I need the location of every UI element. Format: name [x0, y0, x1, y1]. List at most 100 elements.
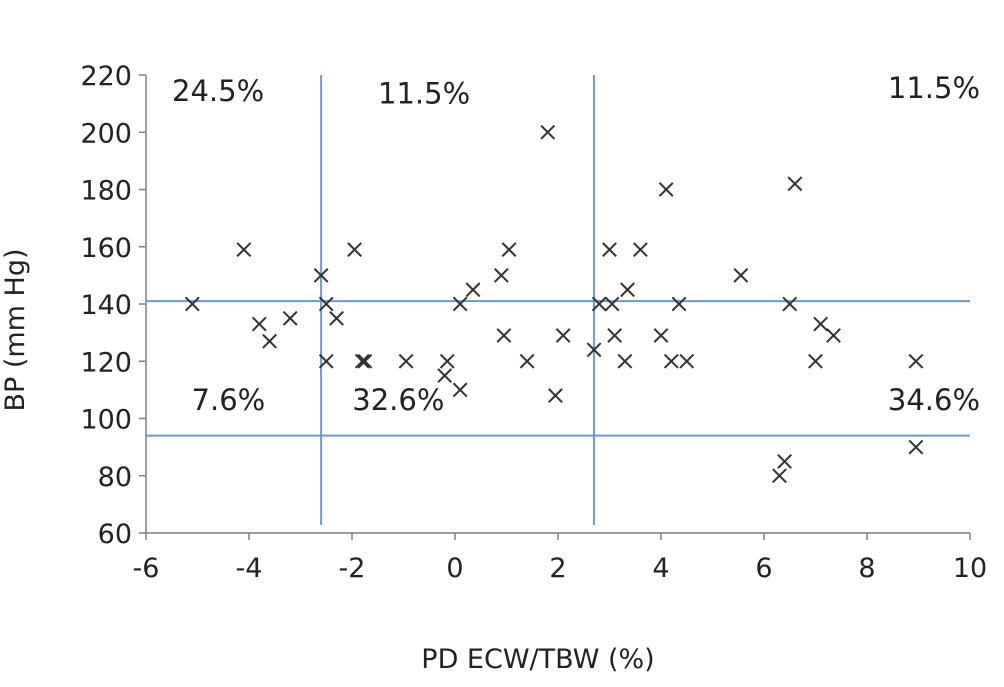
- data-point-stroke: [452, 296, 468, 312]
- data-point: [679, 353, 695, 369]
- quadrant-percentage-label: 11.5%: [378, 77, 470, 111]
- data-point: [519, 353, 535, 369]
- data-point: [908, 439, 924, 455]
- x-tick-label: 4: [652, 553, 669, 584]
- data-point: [908, 353, 924, 369]
- data-point: [262, 333, 278, 349]
- data-point: [398, 353, 414, 369]
- data-point: [658, 182, 674, 197]
- data-point-stroke: [318, 296, 334, 312]
- data-point: [808, 353, 823, 369]
- data-point: [782, 296, 798, 312]
- data-point: [347, 242, 362, 258]
- data-point: [733, 267, 749, 283]
- data-point-stroke: [548, 388, 563, 404]
- data-points: [184, 124, 924, 484]
- data-point: [602, 242, 617, 258]
- data-point-stroke: [679, 353, 695, 369]
- data-point-stroke: [465, 282, 481, 298]
- data-point-stroke: [357, 353, 373, 369]
- data-point-stroke: [501, 242, 517, 258]
- data-point: [548, 388, 563, 404]
- reference-lines: [146, 75, 970, 525]
- data-point-stroke: [826, 328, 841, 343]
- data-point: [465, 282, 481, 298]
- data-point: [663, 353, 679, 369]
- data-point-stroke: [540, 124, 556, 140]
- data-point: [813, 316, 829, 332]
- y-tick-label: 80: [98, 462, 132, 493]
- data-point-stroke: [354, 353, 370, 369]
- data-point-stroke: [908, 353, 924, 369]
- data-point-stroke: [555, 328, 571, 343]
- data-point: [555, 328, 571, 343]
- data-point-stroke: [653, 328, 669, 343]
- quadrant-percentage-label: 32.6%: [352, 383, 444, 417]
- data-point: [607, 328, 623, 343]
- data-point-stroke: [808, 353, 823, 369]
- data-point: [501, 242, 517, 258]
- quadrant-percentage-label: 11.5%: [888, 71, 980, 105]
- y-tick-label: 60: [98, 519, 132, 550]
- quadrant-annotations: 24.5% 11.5% 11.5% 7.6% 32.6% 34.6%: [172, 71, 980, 417]
- data-point: [452, 382, 468, 398]
- x-tick-label: 8: [858, 553, 875, 584]
- data-point-stroke: [617, 353, 633, 369]
- data-point-stroke: [282, 310, 298, 326]
- y-axis-title: BP (mm Hg): [0, 248, 31, 411]
- y-tick-label: 140: [80, 290, 132, 321]
- data-point: [496, 328, 512, 343]
- data-point-stroke: [496, 328, 512, 343]
- y-tick-label: 160: [80, 233, 132, 264]
- data-point-stroke: [439, 353, 455, 369]
- data-point: [604, 296, 620, 312]
- data-point-stroke: [787, 176, 803, 192]
- data-point-stroke: [602, 242, 617, 258]
- data-point-stroke: [586, 342, 602, 358]
- data-point: [313, 267, 329, 283]
- quadrant-percentage-label: 24.5%: [172, 74, 264, 108]
- data-point: [540, 124, 556, 140]
- data-point-stroke: [782, 296, 798, 312]
- data-point: [318, 296, 334, 312]
- data-point: [357, 353, 373, 369]
- data-point: [251, 316, 267, 332]
- y-tick-label: 200: [80, 118, 132, 149]
- data-point-stroke: [262, 333, 278, 349]
- data-point: [632, 242, 648, 258]
- quadrant-percentage-label: 7.6%: [192, 383, 266, 417]
- y-tick-label: 180: [80, 176, 132, 207]
- data-point: [826, 328, 841, 343]
- data-point-stroke: [604, 296, 620, 312]
- x-axis-title: PD ECW/TBW (%): [421, 644, 654, 675]
- data-point: [620, 282, 635, 298]
- data-point: [282, 310, 298, 326]
- data-point: [617, 353, 633, 369]
- y-tick-label: 120: [80, 347, 132, 378]
- data-point-stroke: [607, 328, 623, 343]
- data-point-stroke: [658, 182, 674, 197]
- data-point-stroke: [251, 316, 267, 332]
- data-point-stroke: [813, 316, 829, 332]
- y-tick-label: 100: [80, 405, 132, 436]
- data-point-stroke: [347, 242, 362, 258]
- x-tick-label: -6: [133, 553, 160, 584]
- data-point-stroke: [671, 296, 687, 312]
- data-point: [586, 342, 602, 358]
- data-point-stroke: [733, 267, 749, 283]
- data-point: [452, 296, 468, 312]
- data-point-stroke: [318, 353, 334, 369]
- data-point: [493, 267, 509, 283]
- data-point-stroke: [591, 296, 607, 312]
- data-point-stroke: [908, 439, 924, 455]
- data-point-stroke: [236, 242, 252, 258]
- data-point-stroke: [777, 454, 793, 469]
- data-point-stroke: [663, 353, 679, 369]
- data-point-stroke: [493, 267, 509, 283]
- data-point: [772, 468, 787, 484]
- data-point: [653, 328, 669, 343]
- x-tick-label: 10: [953, 553, 987, 584]
- data-point-stroke: [519, 353, 535, 369]
